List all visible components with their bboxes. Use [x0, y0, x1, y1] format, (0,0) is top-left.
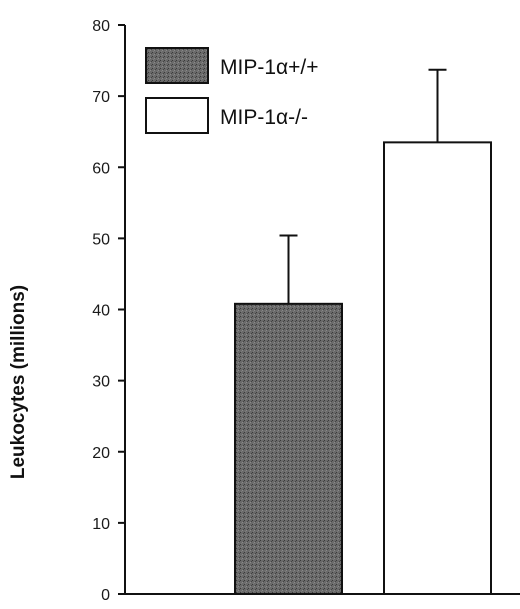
y-tick-label: 70: [92, 89, 110, 106]
y-tick-label: 40: [92, 303, 110, 320]
legend-swatch: [145, 47, 209, 84]
legend-label: MIP-1α-/-: [220, 106, 308, 129]
legend-swatch: [145, 97, 209, 134]
y-tick-label: 80: [92, 18, 110, 35]
bars: [234, 141, 492, 595]
y-tick-label: 50: [92, 231, 110, 248]
y-ticks: 0 10 20 30 40 50 60 70 80: [92, 18, 125, 604]
bar-knockout: [383, 141, 492, 595]
y-tick-label: 30: [92, 374, 110, 391]
error-bars: [279, 68, 447, 304]
y-tick-label: 60: [92, 160, 110, 177]
y-tick-label: 20: [92, 445, 110, 462]
legend-label: MIP-1α+/+: [220, 56, 319, 79]
y-tick-label: 0: [101, 587, 110, 604]
legend: MIP-1α+/+ MIP-1α-/-: [145, 47, 319, 134]
bar-wildtype: [234, 302, 343, 595]
y-axis-title: Leukocytes (millions): [8, 285, 29, 479]
y-tick-label: 10: [92, 516, 110, 533]
